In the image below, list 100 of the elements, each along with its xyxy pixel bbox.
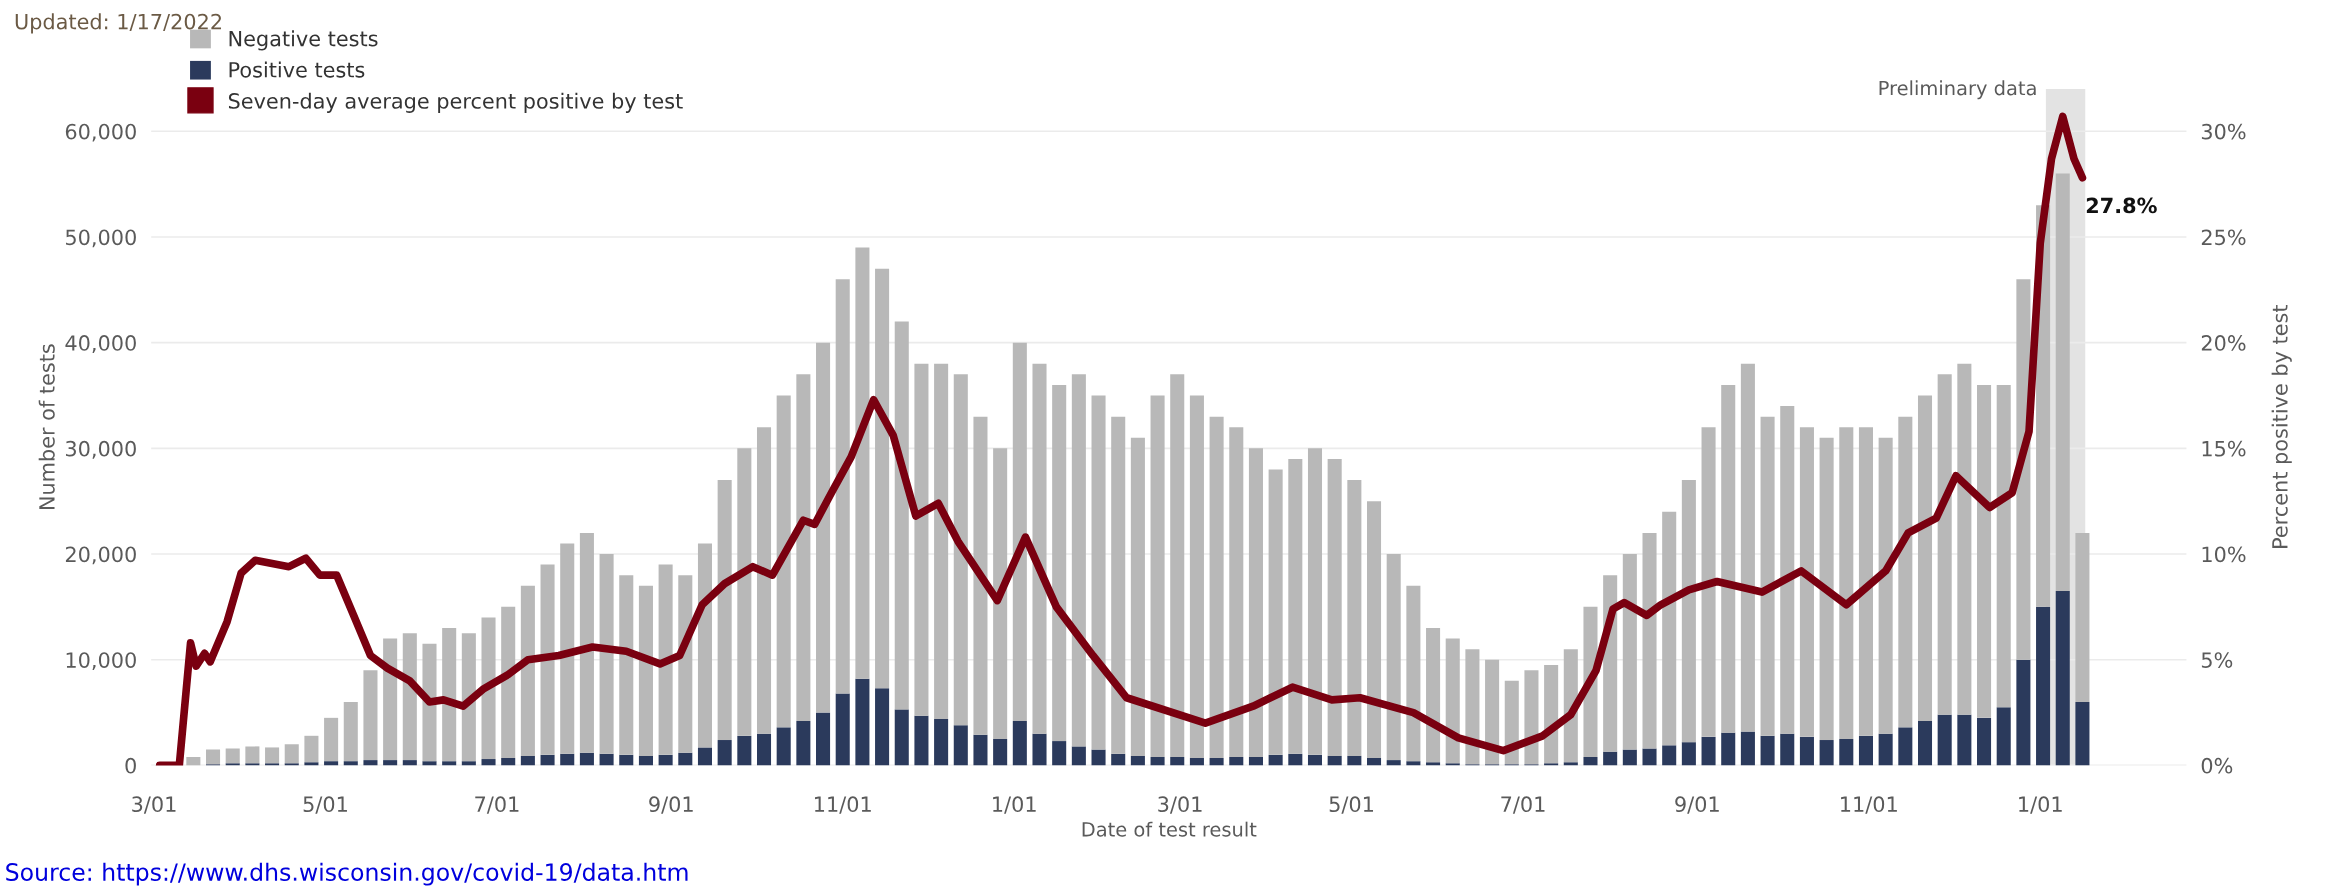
bar <box>816 712 831 766</box>
bar <box>1917 395 1933 722</box>
bar <box>1740 363 1755 732</box>
bar <box>855 247 870 679</box>
bar <box>1288 458 1303 754</box>
bar <box>501 758 516 766</box>
bar <box>1012 721 1027 766</box>
bar <box>501 606 516 758</box>
bar <box>225 763 240 766</box>
bar <box>599 753 614 766</box>
bar <box>1996 384 2011 708</box>
bar <box>934 718 949 766</box>
bar <box>422 643 437 762</box>
bar <box>363 670 378 761</box>
bar <box>1386 760 1401 766</box>
bar <box>1701 736 1716 766</box>
y2-tick-label: 25% <box>2201 229 2246 246</box>
bar <box>1367 501 1382 758</box>
x-tick-label: 7/01 <box>1501 796 1545 814</box>
bar <box>2055 173 2070 592</box>
bar <box>1681 742 1696 766</box>
bar <box>324 761 339 766</box>
bar <box>1603 751 1618 766</box>
y2-tick-label: 0% <box>2201 757 2233 774</box>
x-tick-label: 5/01 <box>303 796 347 814</box>
bar <box>776 395 791 728</box>
bar <box>1819 437 1834 741</box>
y-tick-label: 20,000 <box>65 546 136 565</box>
bar <box>1465 649 1480 765</box>
bar <box>953 725 968 766</box>
bar <box>2055 591 2070 766</box>
bar <box>1622 554 1637 750</box>
bar <box>1662 745 1677 766</box>
bar <box>993 738 1008 766</box>
y2-tick-label: 10% <box>2202 546 2246 563</box>
bar <box>1367 758 1382 766</box>
y-tick-label: 50,000 <box>66 229 136 248</box>
bar <box>638 585 653 756</box>
bar <box>934 363 949 719</box>
bar <box>697 747 713 766</box>
bar <box>1799 427 1814 737</box>
bar <box>1583 756 1598 766</box>
band-label: Preliminary data <box>1879 80 2036 100</box>
bar <box>1307 754 1323 766</box>
bar <box>756 733 772 766</box>
bar <box>383 638 398 761</box>
bar <box>796 721 811 766</box>
bar <box>894 709 909 766</box>
legend-label: Negative tests <box>229 30 378 51</box>
bar <box>265 763 280 766</box>
bar <box>1091 749 1106 766</box>
bar <box>1032 363 1047 734</box>
y2-tick-label: 5% <box>2201 652 2233 668</box>
x-axis-title: Date of test result <box>1082 821 1257 837</box>
bar <box>461 761 476 766</box>
bar <box>225 748 240 764</box>
bar <box>894 321 909 710</box>
bar <box>1858 735 1873 766</box>
bar <box>678 752 693 766</box>
bar <box>737 448 752 736</box>
y2-tick-label: 15% <box>2202 440 2246 457</box>
bar <box>579 752 594 766</box>
bar <box>1917 721 1933 766</box>
bar <box>1150 395 1165 757</box>
bar <box>265 747 280 764</box>
bar <box>1445 638 1460 764</box>
x-tick-label: 1/01 <box>2019 796 2062 814</box>
source-note: Source: https://www.dhs.wisconsin.gov/covid-19/data.htm <box>6 862 688 886</box>
bar <box>697 543 713 748</box>
bar <box>402 760 417 766</box>
bar <box>1819 740 1834 766</box>
bar <box>835 693 850 766</box>
bar <box>304 762 319 766</box>
bar <box>1268 754 1283 766</box>
bar <box>737 735 752 766</box>
bar <box>1091 395 1106 750</box>
bar <box>776 727 791 766</box>
bar <box>2036 606 2051 766</box>
bar <box>442 628 457 762</box>
bar <box>560 753 575 766</box>
bar <box>1052 384 1067 742</box>
y-tick-label: 40,000 <box>65 335 136 353</box>
bar <box>1288 753 1303 766</box>
y-tick-label: 60,000 <box>65 123 136 142</box>
y2-tick-label: 30% <box>2201 123 2246 140</box>
bar <box>1622 749 1637 766</box>
bar <box>1229 427 1244 757</box>
bar <box>1406 585 1421 762</box>
bar <box>953 374 968 726</box>
bar <box>1544 665 1559 764</box>
bar <box>756 427 772 734</box>
bar <box>1740 731 1755 766</box>
data-label: 27.8% <box>2086 197 2157 214</box>
bar <box>540 564 555 755</box>
bar <box>1878 733 1893 766</box>
bar <box>1858 427 1873 736</box>
bar <box>973 416 988 735</box>
bar <box>363 760 378 766</box>
bar <box>1111 416 1126 754</box>
bar <box>343 701 358 762</box>
